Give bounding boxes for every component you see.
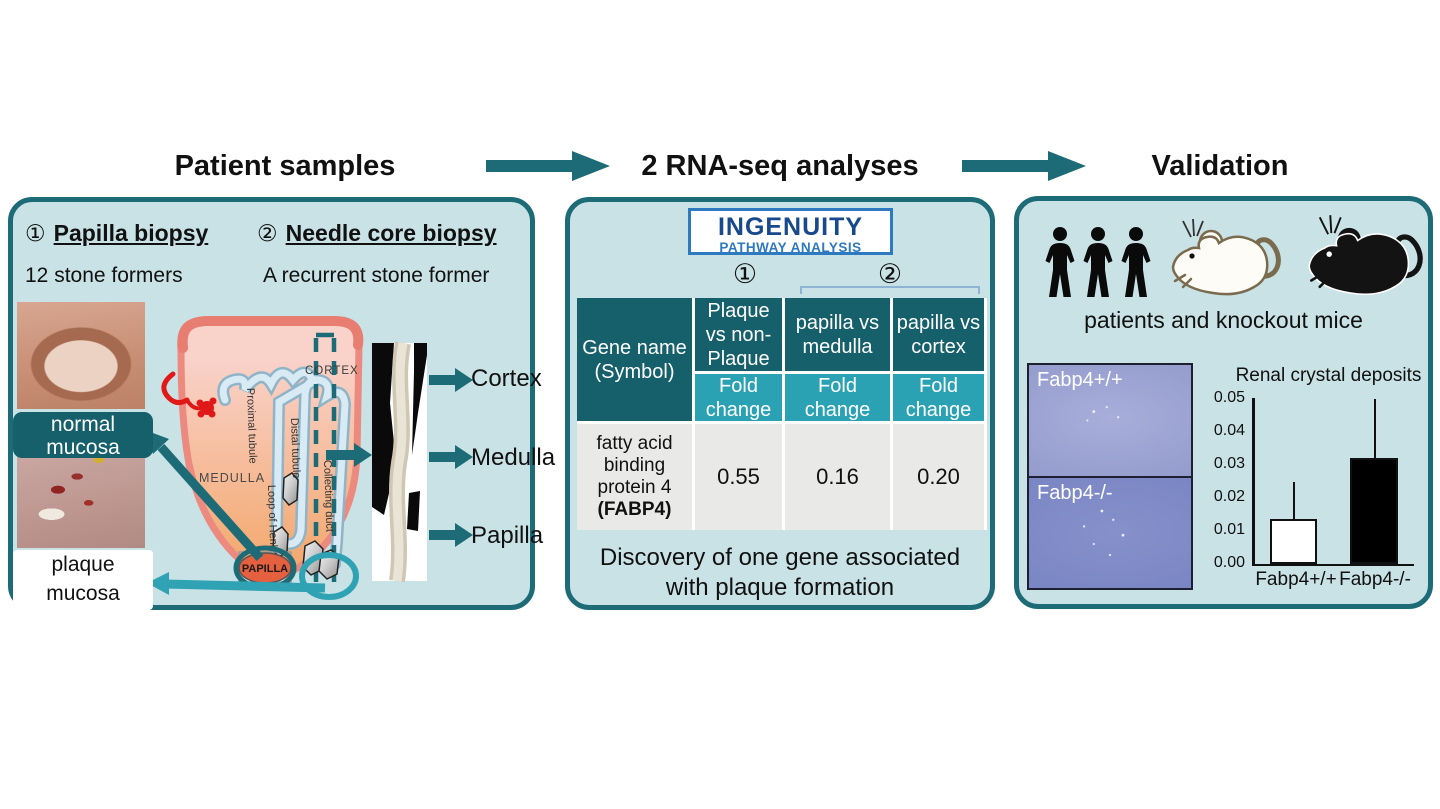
ingenuity-logo: INGENUITY PATHWAY ANALYSIS: [688, 208, 893, 255]
x-axis: [1252, 563, 1414, 566]
y-axis: [1252, 398, 1255, 565]
papilla-biopsy-heading: ① Papilla biopsy: [25, 220, 209, 246]
papilla-kidney-label: PAPILLA: [242, 563, 288, 575]
validation-panel: patients and knockout mice Fabp4+/+ Fabp…: [1014, 196, 1433, 609]
gene-name-cell: fatty acid binding protein 4 (FABP4): [577, 424, 692, 530]
fold-change-table: Gene name (Symbol) Plaque vs non-Plaque …: [577, 298, 987, 530]
fold-change-value: 0.55: [695, 424, 782, 530]
arrow-to-plaque-mucosa: [147, 572, 326, 595]
normal-mucosa-label: normal mucosa: [13, 412, 153, 459]
fold-change-value: 0.20: [893, 424, 984, 530]
x-category: Fabp4+/+: [1255, 569, 1337, 590]
patient-samples-panel: ① Papilla biopsy ② Needle core biopsy 12 s…: [8, 197, 555, 610]
arrow-cortex: [429, 368, 473, 392]
glomerulus-vessel: [161, 371, 217, 418]
medulla-kidney-label: MEDULLA: [199, 471, 265, 485]
y-tick: 0.04: [1213, 422, 1245, 439]
y-tick: 0.01: [1213, 521, 1245, 538]
loop-of-henle-label: Loop of Henle: [265, 485, 279, 554]
distal-tubule-label: Distal tubule: [288, 418, 302, 479]
analysis-1-number: ①: [732, 259, 758, 289]
validation-title: Validation: [1151, 150, 1289, 182]
needle-core-biopsy-heading: ② Needle core biopsy: [257, 220, 497, 246]
plaque-mucosa-label: plaque mucosa: [13, 550, 153, 610]
flow-arrow-icon: [962, 151, 1086, 181]
subjects-caption: patients and knockout mice: [1084, 307, 1363, 333]
fold-change-value: 0.16: [785, 424, 890, 530]
discovery-caption: Discovery of one gene associated with pl…: [599, 544, 961, 601]
proximal-tubule-label: Proximal tubule: [244, 388, 259, 464]
x-category: Fabp4-/-: [1339, 569, 1411, 590]
arrow-papilla: [429, 523, 473, 547]
patient-samples-title: Patient samples: [174, 150, 396, 182]
kidney-diagram: CORTEX MEDULLA Proximal tubule Distal tu…: [145, 316, 473, 600]
collecting-duct-label: Collecting duct: [321, 460, 336, 533]
recurrent-stone-former-subtitle: A recurrent stone former: [263, 264, 490, 287]
arrow-medulla: [429, 445, 473, 469]
flow-arrow-icon: [486, 151, 610, 181]
y-tick: 0.00: [1213, 554, 1245, 571]
arrow-to-core: [326, 443, 372, 467]
y-tick: 0.03: [1213, 455, 1245, 472]
error-bar: [1374, 399, 1376, 459]
micrograph-label: Fabp4-/-: [1037, 482, 1113, 504]
analysis-2-bracket: [800, 286, 980, 294]
fold-change-header: Fold change: [785, 374, 890, 421]
micrograph-label: Fabp4+/+: [1037, 369, 1123, 391]
table-header-col3: papilla vs cortex: [893, 298, 984, 371]
core-label-papilla: Papilla: [471, 522, 544, 549]
patients-icon: [1045, 227, 1151, 297]
ingenuity-logo-line1: INGENUITY: [717, 213, 864, 241]
core-label-medulla: Medulla: [471, 444, 556, 471]
table-header-col1: Plaque vs non-Plaque: [695, 298, 782, 371]
fold-change-header: Fold change: [695, 374, 782, 421]
gene-symbol: (FABP4): [597, 499, 672, 520]
y-tick: 0.05: [1213, 389, 1245, 406]
kidney-capsule-band: [177, 316, 364, 353]
error-bar: [1293, 481, 1295, 520]
core-label-cortex: Cortex: [471, 365, 542, 392]
stone-formers-subtitle: 12 stone formers: [25, 264, 183, 287]
circled-1: ①: [25, 220, 46, 246]
chart-title: Renal crystal deposits: [1235, 365, 1422, 386]
core-tissue-strip: [372, 341, 427, 583]
y-tick: 0.02: [1213, 488, 1245, 505]
table-header-gene: Gene name (Symbol): [577, 298, 692, 421]
kidney-micrographs: Fabp4+/+ Fabp4-/-: [1027, 363, 1193, 590]
normal-mucosa-photo: [17, 302, 145, 409]
rnaseq-analyses-title: 2 RNA-seq analyses: [641, 150, 919, 182]
fold-change-header: Fold change: [893, 374, 984, 421]
bar-fabp4-ko: [1350, 458, 1398, 564]
circled-2: ②: [257, 220, 278, 246]
ingenuity-logo-line2: PATHWAY ANALYSIS: [719, 240, 862, 255]
rnaseq-panel: INGENUITY PATHWAY ANALYSIS ① ② Gene name…: [565, 197, 995, 610]
plaque-mucosa-photo: [17, 454, 145, 548]
micrograph-fabp4-ko: Fabp4-/-: [1029, 476, 1191, 588]
black-mouse-icon: [1308, 215, 1423, 296]
table-header-col2: papilla vs medulla: [785, 298, 890, 371]
cortex-kidney-label: CORTEX: [305, 365, 359, 377]
bar-fabp4-wt: [1270, 519, 1317, 564]
biopsy-circle-marker: [299, 552, 359, 600]
white-mouse-icon: [1171, 218, 1281, 296]
analysis-2-number: ②: [877, 259, 903, 289]
micrograph-fabp4-wt: Fabp4+/+: [1029, 365, 1191, 476]
